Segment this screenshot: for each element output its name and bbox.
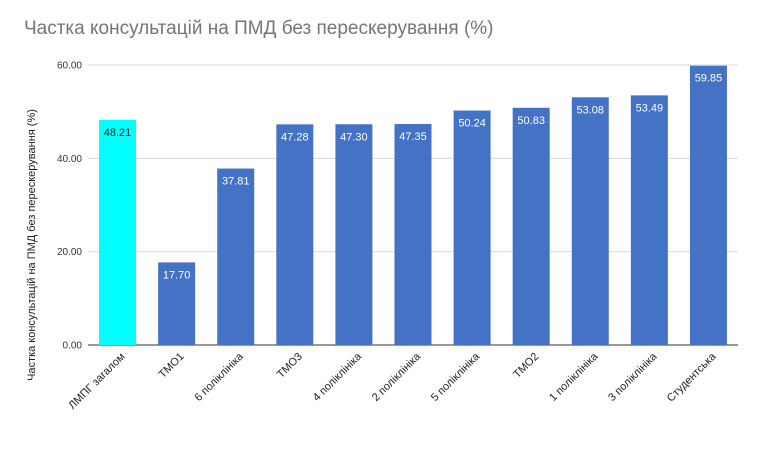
y-tick-label: 20.00	[57, 247, 82, 258]
x-tick-label: ТМО3	[275, 351, 305, 381]
chart-title: Частка консультацій на ПМД без перескеру…	[24, 18, 494, 39]
data-label: 17.70	[163, 269, 191, 281]
x-tick-label: 6 поліклініка	[193, 350, 247, 404]
data-label: 50.24	[458, 118, 486, 130]
y-tick-label: 40.00	[57, 154, 82, 165]
x-tick-label: 5 поліклініка	[429, 350, 483, 404]
bar	[276, 124, 314, 345]
x-tick-label: ТМО1	[157, 351, 187, 381]
bar	[158, 262, 196, 345]
x-tick-label: 2 поліклініка	[370, 350, 424, 404]
bar	[571, 97, 609, 345]
data-label: 48.21	[104, 127, 132, 139]
x-tick-labels: ЛМПГ загалом ТМО1 6 поліклініка ТМО3 4 полік…	[66, 350, 719, 412]
data-label: 37.81	[222, 176, 250, 188]
data-label: 47.30	[340, 131, 368, 143]
bar	[217, 168, 255, 345]
data-label: 47.35	[399, 131, 427, 143]
y-axis-label: Частка консультацій на ПМД без перескеру…	[26, 109, 38, 381]
x-tick-label: ТМО2	[511, 351, 541, 381]
data-labels: 48.21 17.70 37.81 47.28 47.30 47.35 50.24 50.83…	[104, 73, 722, 282]
y-tick-label: 0.00	[63, 341, 83, 352]
x-tick-label: Студентська	[665, 350, 719, 404]
x-tick-label: 3 поліклініка	[606, 350, 660, 404]
y-tick-labels: 0.00 20.00 40.00 60.00	[57, 61, 82, 352]
x-tick-label: 4 поліклініка	[311, 350, 365, 404]
bar	[394, 124, 432, 346]
bar	[453, 110, 491, 346]
y-tick-label: 60.00	[57, 61, 82, 72]
bar	[99, 120, 137, 346]
data-label: 53.49	[636, 102, 664, 114]
data-label: 59.85	[695, 73, 723, 85]
data-label: 53.08	[577, 104, 605, 116]
bar	[689, 65, 727, 345]
bar	[335, 124, 373, 346]
bars	[99, 65, 727, 346]
bar	[512, 107, 550, 345]
x-tick-label: ЛМПГ загалом	[66, 351, 127, 412]
data-label: 50.83	[517, 115, 545, 127]
bar	[630, 95, 668, 345]
data-label: 47.28	[281, 131, 309, 143]
x-tick-label: 1 поліклініка	[547, 350, 601, 404]
